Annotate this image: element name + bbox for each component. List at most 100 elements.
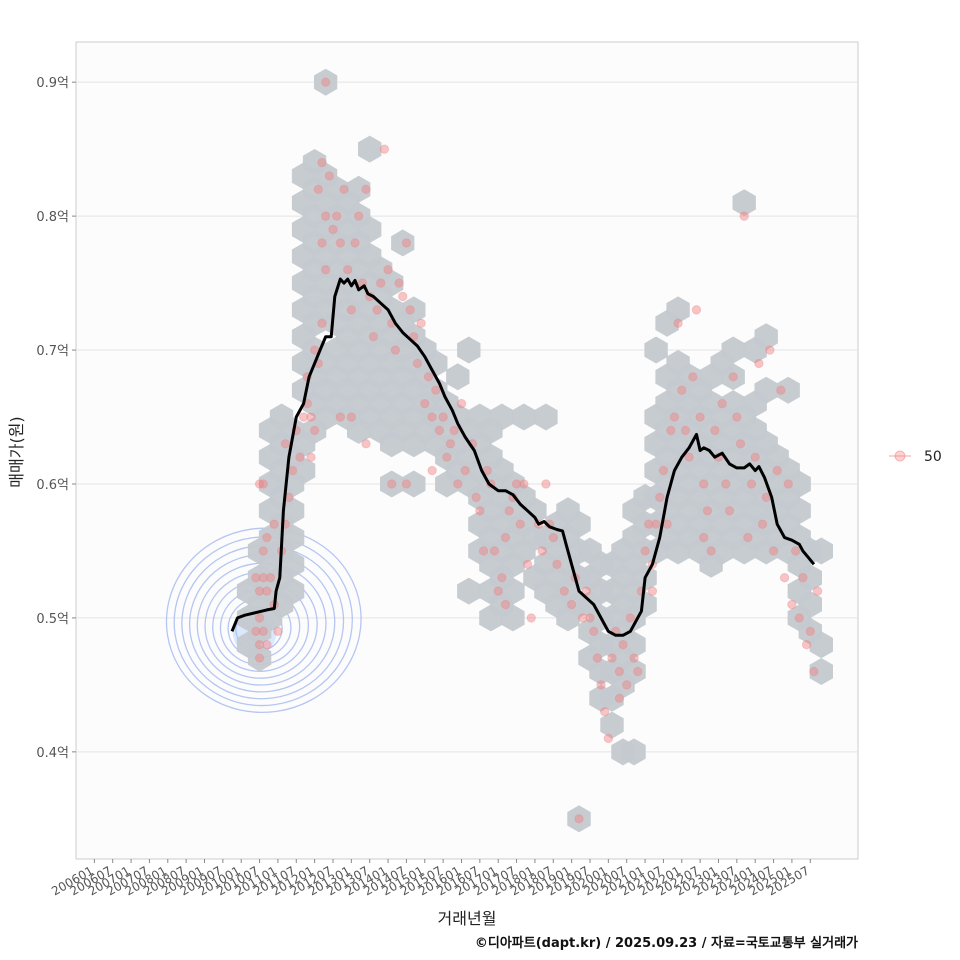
scatter-point [258, 573, 268, 583]
scatter-point [254, 640, 265, 650]
hexbin-cell [446, 363, 470, 391]
scatter-point [331, 211, 342, 221]
scatter-point [306, 452, 316, 462]
scatter-point [625, 613, 636, 623]
scatter-point [779, 573, 790, 583]
scatter-points [251, 77, 823, 824]
scatter-point [460, 465, 470, 476]
scatter-point [644, 519, 654, 529]
density-contour [165, 527, 362, 714]
scatter-point [658, 465, 669, 476]
scatter-point [500, 532, 511, 543]
scatter-point [383, 264, 393, 275]
scatter-point [548, 532, 558, 543]
scatter-point [640, 546, 650, 556]
scatter-point [489, 546, 500, 556]
hexbin-cell [236, 604, 261, 632]
scatter-point [328, 224, 338, 235]
scatter-point [361, 439, 371, 449]
scatter-point [812, 586, 823, 596]
scatter-point [732, 412, 742, 422]
scatter-point [710, 425, 720, 436]
scatter-point [541, 479, 551, 489]
scatter-point [471, 492, 481, 503]
scatter-point [706, 546, 716, 556]
scatter-point [423, 372, 434, 382]
scatter-point [273, 626, 283, 637]
scatter-point [504, 506, 514, 516]
scatter-point [258, 546, 268, 556]
scatter-point [398, 291, 408, 302]
scatter-point [695, 412, 705, 422]
scatter-point [427, 412, 437, 422]
hexbin-cell [512, 403, 536, 431]
hexbin-cell [754, 323, 778, 351]
hexbin-cell [754, 376, 778, 404]
hexbin-cell [666, 296, 690, 324]
hexbin-cell [798, 564, 822, 592]
y-axis-ticks: 0.4억 0.5억 0.6억 0.7억 0.8억 0.9억 [36, 76, 76, 761]
y-tick-label: 0.7억 [36, 344, 69, 359]
hexbin-cell [567, 510, 591, 538]
hexbin-cell [402, 296, 426, 324]
hexbin-cell [523, 497, 547, 525]
hexbin-cell [424, 349, 448, 377]
scatter-point [596, 680, 606, 690]
scatter-point [655, 492, 665, 503]
scatter-point [699, 479, 709, 489]
scatter-point [353, 211, 364, 221]
hexbin-cell [380, 269, 404, 297]
hexbin-cell [776, 376, 800, 404]
scatter-point [603, 733, 614, 744]
scatter-point [699, 532, 709, 543]
scatter-point [519, 479, 529, 489]
scatter-point [376, 278, 386, 288]
hexbin-cell [501, 604, 525, 632]
scatter-point [717, 398, 727, 409]
scatter-point [320, 264, 331, 275]
scatter-point [361, 184, 371, 195]
scatter-point [251, 573, 261, 583]
scatter-point [801, 640, 812, 650]
scatter-point [493, 586, 503, 596]
moving-average-line [230, 277, 816, 637]
hexbin-cell [402, 470, 426, 498]
scatter-point [633, 666, 643, 677]
scatter-point [306, 412, 316, 422]
scatter-point [776, 385, 786, 395]
scatter-point [588, 626, 599, 637]
scatter-point [401, 238, 412, 248]
hexbin-cell [247, 644, 272, 672]
hexbin-cell [347, 175, 371, 203]
scatter-point [552, 559, 562, 570]
hexbin-cell [567, 805, 591, 833]
scatter-point [295, 452, 305, 462]
hexbin-cell [280, 550, 305, 578]
scatter-point [401, 479, 412, 489]
scatter-point [442, 452, 452, 462]
scatter-point [317, 238, 327, 248]
scatter-point [346, 412, 357, 422]
scatter-point [629, 653, 639, 663]
scatter-point [434, 425, 445, 436]
scatter-point [680, 425, 691, 436]
scatter-point [449, 425, 459, 436]
hexbin-cell [236, 577, 261, 605]
scatter-point [577, 613, 588, 623]
scatter-point [320, 211, 331, 221]
y-tick-label: 0.4억 [36, 746, 69, 761]
hexbin-cell [380, 470, 404, 498]
scatter-point [438, 412, 448, 422]
density-contour [196, 562, 327, 686]
scatter-point [743, 532, 753, 543]
hexbin-cell [490, 403, 514, 431]
scatter-point [298, 412, 309, 422]
scatter-point [405, 305, 415, 315]
hexbin-cell [787, 497, 811, 525]
hexbin-cell [809, 537, 833, 565]
scatter-point [511, 479, 522, 489]
scatter-point [721, 479, 731, 489]
legend-key-point [894, 450, 906, 462]
scatter-point [750, 452, 760, 462]
scatter-point [809, 666, 819, 677]
